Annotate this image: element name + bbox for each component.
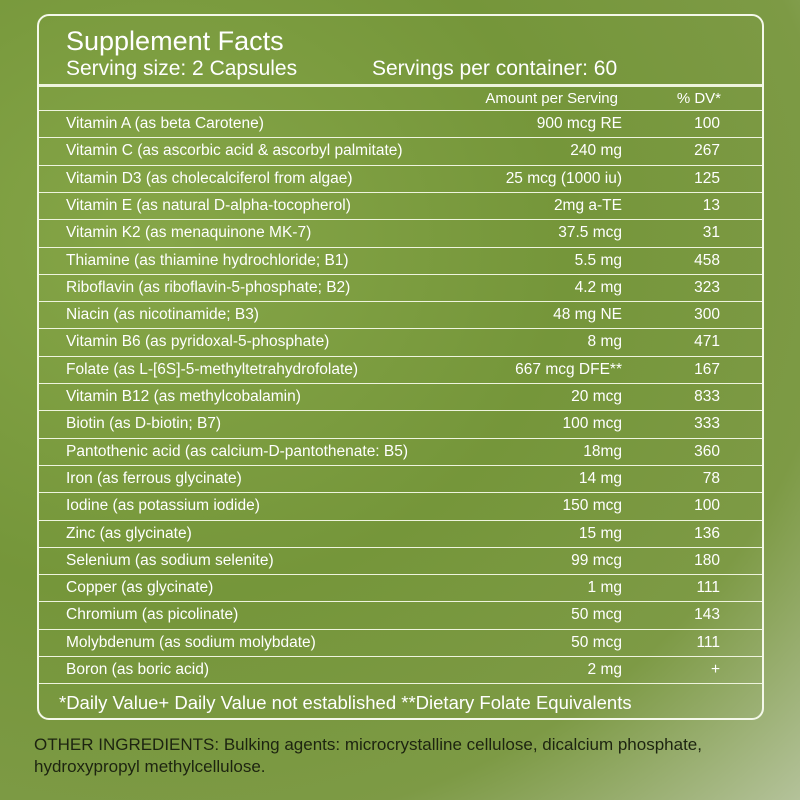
daily-value: 78 — [702, 469, 720, 487]
daily-value: 833 — [694, 388, 720, 405]
daily-value: 167 — [694, 360, 720, 378]
amount: 14 mg — [578, 469, 622, 487]
daily-value: 143 — [694, 606, 720, 624]
nutrient-name: Vitamin E (as natural D-alpha-tocopherol… — [66, 196, 351, 214]
amount: 25 mcg (1000 iu) — [505, 169, 622, 187]
serving-size: Serving size: 2 Capsules — [66, 57, 298, 80]
nutrient-name: Boron (as boric acid) — [66, 661, 210, 678]
servings-per-container: Servings per container: 60 — [372, 57, 618, 80]
row-divider — [39, 628, 762, 630]
row-divider — [39, 601, 762, 603]
daily-value: 471 — [694, 333, 720, 351]
row-divider — [39, 574, 762, 576]
amount: 2mg a-TE — [553, 196, 622, 214]
row-divider — [39, 246, 762, 248]
amount: 15 mg — [578, 524, 622, 542]
amount: 2 mg — [587, 661, 622, 678]
nutrient-name: Biotin (as D-biotin; B7) — [66, 415, 222, 433]
daily-value: 125 — [694, 169, 720, 187]
column-header: % DV* — [676, 90, 721, 107]
amount: 8 mg — [587, 333, 622, 351]
row-divider — [39, 273, 762, 275]
nutrient-name: Zinc (as glycinate) — [66, 524, 192, 542]
row-divider — [39, 355, 762, 357]
daily-value: 323 — [694, 278, 720, 296]
amount: 99 mcg — [571, 551, 622, 569]
row-divider — [39, 137, 762, 139]
amount: 5.5 mg — [574, 251, 622, 269]
row-divider — [39, 437, 762, 439]
amount: 900 mcg RE — [536, 115, 622, 132]
daily-value: + — [710, 661, 720, 678]
other-ingredients: OTHER INGREDIENTS: Bulking agents: micro… — [34, 735, 702, 776]
row-divider — [39, 383, 762, 384]
nutrient-name: Selenium (as sodium selenite) — [66, 551, 274, 569]
nutrient-name: Niacin (as nicotinamide; B3) — [66, 306, 259, 324]
nutrient-name: Iodine (as potassium iodide) — [66, 497, 260, 515]
nutrient-name: Folate (as L-[6S]-5-methyltetrahydrofola… — [66, 360, 359, 378]
nutrient-name: Chromium (as picolinate) — [66, 606, 239, 624]
row-divider — [39, 301, 762, 303]
daily-value: 111 — [696, 633, 720, 651]
row-divider — [39, 492, 762, 494]
daily-value: 333 — [694, 415, 720, 433]
daily-value: 100 — [694, 497, 720, 515]
row-divider — [39, 110, 762, 111]
nutrient-name: Molybdenum (as sodium molybdate) — [66, 633, 316, 651]
nutrient-name: Vitamin D3 (as cholecalciferol from alga… — [66, 169, 353, 187]
row-divider — [39, 164, 762, 166]
column-header: Amount per Serving — [485, 90, 618, 107]
footnote: *Daily Value+ Daily Value not establishe… — [59, 692, 632, 713]
supplement-facts-panel: Supplement Facts Serving size: 2 Capsule… — [37, 14, 764, 720]
nutrient-name: Thiamine (as thiamine hydrochloride; B1) — [66, 251, 349, 269]
amount: 50 mcg — [571, 606, 622, 624]
row-divider — [39, 546, 762, 548]
row-divider — [39, 656, 762, 657]
row-divider — [39, 191, 762, 193]
daily-value: 267 — [694, 142, 720, 160]
amount: 18mg — [583, 442, 622, 460]
row-divider — [39, 464, 762, 466]
nutrient-name: Vitamin K2 (as menaquinone MK-7) — [66, 224, 312, 242]
row-divider — [39, 519, 762, 521]
row-divider — [39, 328, 762, 330]
daily-value: 13 — [702, 196, 720, 214]
nutrient-name: Vitamin C (as ascorbic acid & ascorbyl p… — [66, 142, 403, 160]
nutrient-name: Pantothenic acid (as calcium-D-pantothen… — [66, 442, 409, 460]
daily-value: 360 — [694, 442, 720, 460]
amount: 150 mcg — [562, 497, 622, 515]
title: Supplement Facts — [66, 26, 284, 56]
amount: 1 mg — [587, 579, 622, 597]
nutrient-name: Copper (as glycinate) — [66, 579, 214, 597]
daily-value: 100 — [694, 115, 720, 132]
amount: 48 mg NE — [553, 306, 622, 324]
daily-value: 31 — [702, 224, 720, 242]
nutrient-name: Iron (as ferrous glycinate) — [66, 469, 242, 487]
amount: 50 mcg — [571, 633, 622, 651]
nutrient-name: Riboflavin (as riboflavin-5-phosphate; B… — [66, 278, 351, 296]
amount: 100 mcg — [562, 415, 622, 433]
daily-value: 300 — [694, 306, 720, 324]
daily-value: 180 — [694, 551, 720, 569]
amount: 4.2 mg — [574, 278, 622, 296]
row-divider — [39, 683, 762, 685]
nutrient-name: Vitamin A (as beta Carotene) — [66, 115, 264, 132]
divider — [39, 84, 762, 87]
daily-value: 458 — [694, 251, 720, 269]
amount: 20 mcg — [571, 388, 622, 405]
daily-value: 136 — [694, 524, 720, 542]
row-divider — [39, 410, 762, 412]
amount: 667 mcg DFE** — [515, 360, 622, 378]
amount: 240 mg — [570, 142, 622, 160]
amount: 37.5 mcg — [558, 224, 622, 242]
row-divider — [39, 219, 762, 221]
nutrient-name: Vitamin B12 (as methylcobalamin) — [66, 388, 301, 405]
nutrient-name: Vitamin B6 (as pyridoxal-5-phosphate) — [66, 333, 330, 351]
daily-value: 111 — [696, 579, 720, 597]
